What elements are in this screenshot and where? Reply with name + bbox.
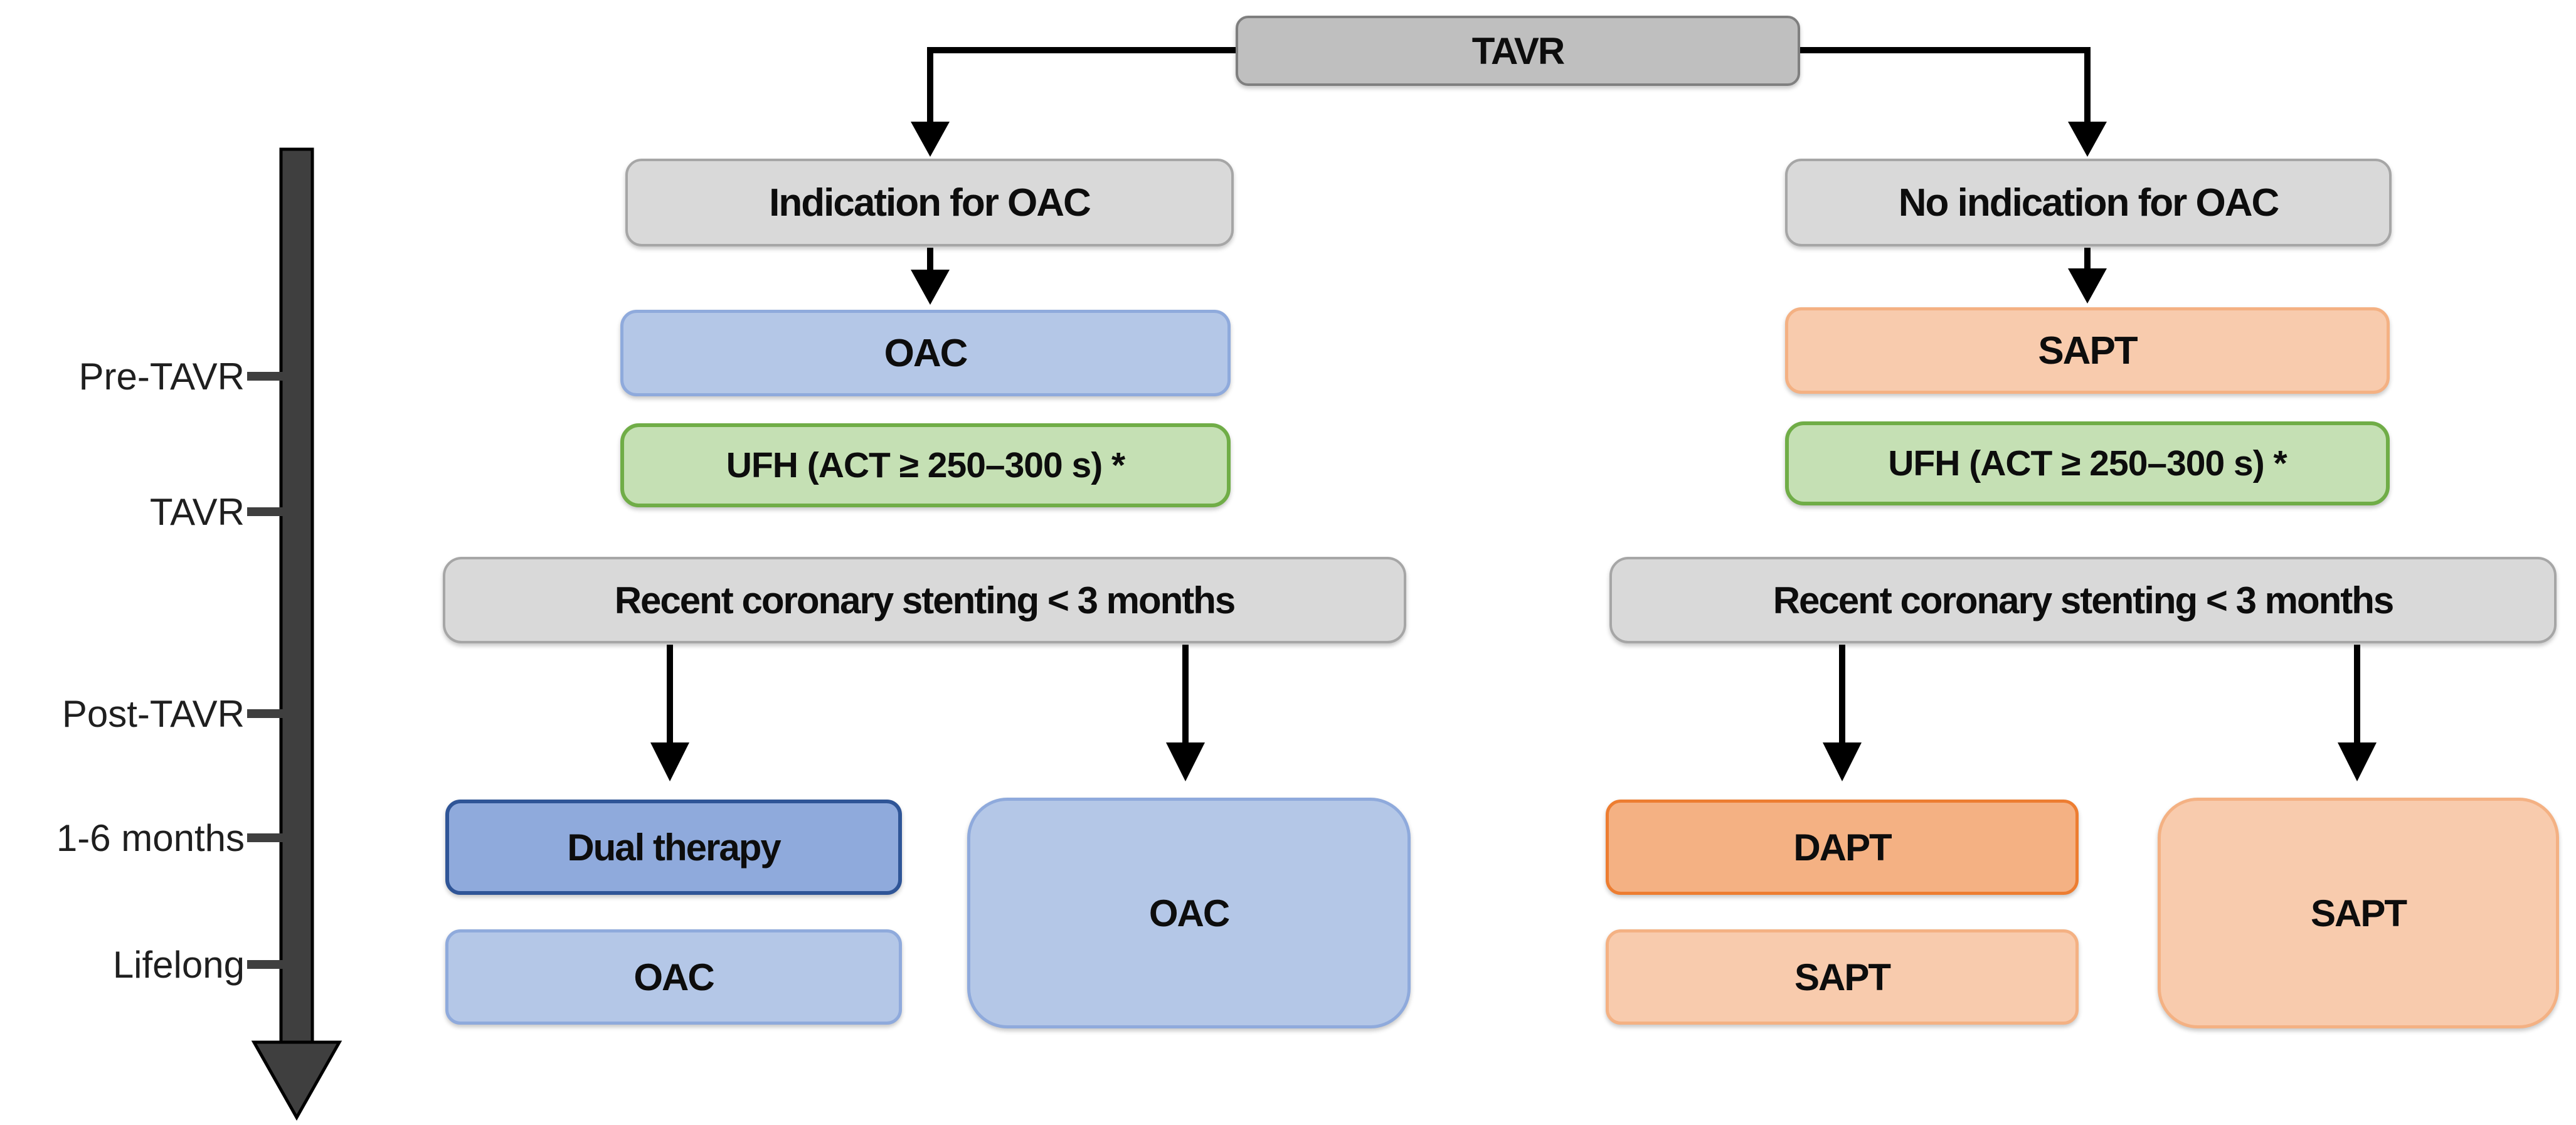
timeline-label-1-6-months: 1-6 months xyxy=(56,816,245,859)
node-ufh-right: UFH (ACT ≥ 250–300 s) * xyxy=(1785,421,2390,505)
node-oac-pre-tavr: OAC xyxy=(620,310,1231,396)
node-ufh-left: UFH (ACT ≥ 250–300 s) * xyxy=(620,423,1231,507)
timeline-tick xyxy=(247,372,284,381)
arrow-down-icon xyxy=(2338,742,2377,781)
node-sapt-lifelong-after-stent: SAPT xyxy=(1606,929,2079,1025)
node-dapt: DAPT xyxy=(1606,800,2079,895)
node-oac-lifelong-after-stent: OAC xyxy=(445,929,902,1025)
node-indication-for-oac: Indication for OAC xyxy=(625,159,1234,246)
node-oac-no-recent-stent: OAC xyxy=(967,798,1411,1028)
node-sapt-no-recent-stent: SAPT xyxy=(2158,798,2559,1028)
node-sapt-pre-tavr: SAPT xyxy=(1785,307,2390,394)
arrow-down-icon xyxy=(1166,742,1205,781)
timeline-arrow-icon xyxy=(251,1040,342,1121)
timeline-label-post-tavr: Post-TAVR xyxy=(61,692,245,735)
timeline-arrow-shaft xyxy=(279,147,314,1049)
arrow-down-icon xyxy=(2068,268,2107,304)
root-right-connector xyxy=(1800,47,2091,124)
timeline-tick xyxy=(247,960,284,969)
arrow-down-icon xyxy=(1823,742,1862,781)
timeline-label-pre-tavr: Pre-TAVR xyxy=(78,355,245,398)
node-dual-therapy: Dual therapy xyxy=(445,800,902,895)
node-recent-stenting-right: Recent coronary stenting < 3 months xyxy=(1609,557,2557,643)
node-no-indication-for-oac: No indication for OAC xyxy=(1785,159,2392,246)
arrow-down-icon xyxy=(911,270,950,305)
timeline-label-tavr: TAVR xyxy=(149,490,245,533)
arrow-down-icon xyxy=(650,742,689,781)
node-recent-stenting-left: Recent coronary stenting < 3 months xyxy=(443,557,1406,643)
timeline-tick xyxy=(247,507,284,516)
root-node-tavr: TAVR xyxy=(1236,16,1800,86)
timeline-tick xyxy=(247,709,284,718)
arrow-down-icon xyxy=(911,122,950,157)
root-left-connector xyxy=(927,47,1236,124)
arrow-down-icon xyxy=(2068,122,2107,157)
timeline-tick xyxy=(247,833,284,842)
timeline-label-lifelong: Lifelong xyxy=(112,943,245,986)
